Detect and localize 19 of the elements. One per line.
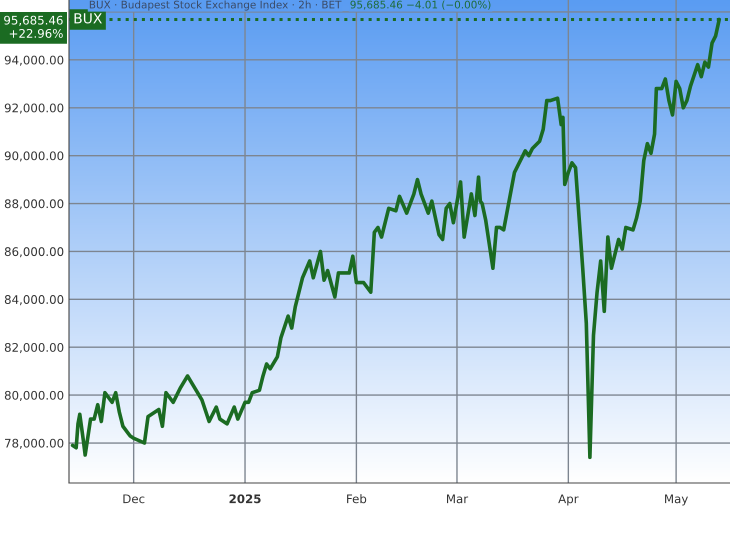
x-tick-label: 2025: [230, 494, 261, 504]
ref-line-label: BUX: [74, 13, 102, 24]
x-tick-label: Feb: [347, 494, 366, 504]
x-tick-label: Dec: [123, 494, 144, 504]
chart-title: BUX · Budapest Stock Exchange Index · 2h · BET: [90, 0, 342, 11]
y-tick-label: 90,000.00: [4, 151, 64, 162]
y-tick-label: 78,000.00: [5, 438, 64, 449]
y-tick-label: 82,000.00: [4, 342, 64, 354]
annotation: 95,685.46 −4.01 (−0.00%): [350, 0, 490, 10]
y-tick-label: 84,000.00: [4, 295, 64, 306]
y-tick-label: 80,000.00: [4, 390, 64, 401]
y-tick-label: 86,000.00: [4, 247, 64, 258]
x-tick-label: Apr: [558, 494, 579, 506]
y-tick-label: 88,000.00: [4, 199, 64, 210]
y-tick-label: 94,000.00: [4, 56, 64, 66]
y-tick-label: 92,000.00: [4, 103, 64, 114]
text: 95,685.46 +22.96%: [4, 16, 63, 38]
x-tick-label: May: [665, 494, 688, 506]
x-tick-label: Mar: [447, 494, 468, 504]
